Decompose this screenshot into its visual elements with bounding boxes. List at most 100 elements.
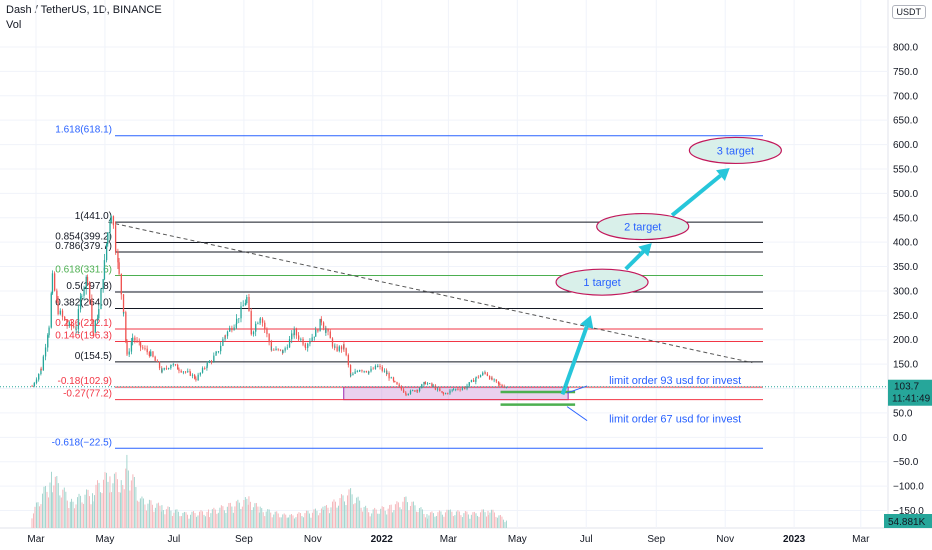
candle-body — [128, 351, 130, 355]
volume-bar — [480, 512, 482, 528]
limit-order-pointer — [566, 406, 588, 422]
candle-body — [407, 393, 409, 395]
candle-body — [51, 273, 54, 294]
candle-body — [132, 337, 134, 342]
volume-bar — [174, 509, 176, 528]
candle-body — [146, 348, 148, 353]
candle-body — [81, 295, 83, 297]
candle-body — [300, 338, 302, 340]
candle-body — [347, 355, 350, 366]
candle-body — [398, 384, 400, 387]
limit-order-label: limit order 93 usd for invest — [609, 375, 741, 387]
volume-bar — [316, 510, 318, 528]
candle-body — [75, 329, 77, 331]
volume-bar — [72, 501, 74, 528]
candle-body — [152, 351, 154, 357]
volume-bar — [248, 496, 250, 528]
volume-bar — [217, 512, 219, 528]
time-tick-label: Jul — [580, 534, 593, 545]
volume-bar — [455, 511, 457, 528]
time-tick-label: Nov — [304, 534, 322, 545]
volume-bar — [420, 507, 422, 528]
volume-indicator-label[interactable]: Vol — [6, 19, 22, 31]
candle-body — [255, 323, 257, 332]
volume-bar — [112, 483, 114, 528]
candle-body — [235, 318, 238, 324]
volume-bar — [165, 509, 167, 528]
candle-body — [250, 311, 252, 331]
volume-bar — [173, 512, 175, 528]
price-tick-label: 550.0 — [893, 164, 918, 175]
volume-bar — [123, 489, 125, 528]
volume-bar — [372, 509, 374, 528]
volume-bar — [390, 504, 392, 528]
volume-bar — [310, 517, 312, 528]
candle-body — [505, 387, 508, 388]
volume-bar — [240, 508, 242, 528]
volume-bar — [387, 508, 389, 528]
time-tick-label: Jul — [167, 534, 180, 545]
volume-bar — [80, 495, 82, 528]
volume-bar — [232, 512, 234, 528]
volume-bar — [458, 511, 460, 528]
candle-body — [282, 350, 284, 354]
candle-body — [370, 368, 372, 372]
volume-bar — [336, 507, 338, 528]
candle-body — [336, 346, 338, 351]
volume-bar — [504, 522, 506, 528]
candle-body — [479, 375, 482, 378]
volume-bar — [337, 505, 339, 528]
candle-body — [264, 322, 266, 329]
volume-bar — [120, 480, 122, 528]
volume-bar — [51, 492, 53, 528]
candle-body — [47, 335, 49, 348]
volume-bar — [219, 507, 221, 528]
candle-body — [68, 322, 71, 326]
volume-bar — [119, 492, 121, 528]
volume-bar — [109, 476, 111, 528]
volume-bar — [298, 512, 300, 528]
volume-bar — [469, 518, 471, 528]
candle-body — [244, 303, 247, 306]
target-ellipse — [596, 212, 690, 241]
candle-body — [394, 380, 396, 383]
candle-body — [73, 326, 75, 328]
volume-bar — [449, 509, 451, 528]
volume-bar — [417, 512, 419, 528]
candle-body — [38, 374, 40, 380]
candle-body — [174, 364, 177, 366]
price-tick-label: 150.0 — [893, 360, 918, 371]
volume-bar — [150, 500, 152, 528]
candle-body — [215, 352, 217, 353]
volume-bar — [457, 510, 459, 528]
volume-bar — [38, 506, 40, 528]
candle-body — [368, 371, 370, 374]
price-badges: 103.711:41:49 54.881K — [0, 379, 932, 528]
target-label: 2 target — [624, 222, 661, 234]
candle-body — [444, 393, 447, 395]
currency-button[interactable]: USDT — [891, 5, 926, 19]
price-tick-label: −100.0 — [893, 482, 924, 493]
candle-body — [204, 368, 206, 369]
candle-body — [61, 310, 64, 317]
volume-bar — [418, 508, 420, 528]
volume-bar — [477, 515, 479, 528]
volume-bar — [334, 501, 336, 528]
resistance-trendline — [108, 221, 753, 364]
target-arrow-head — [716, 167, 730, 182]
volume-bar — [307, 510, 309, 528]
candle-body — [217, 351, 220, 353]
time-tick-label: May — [95, 534, 114, 545]
candle-body — [302, 338, 304, 345]
candle-body — [187, 371, 189, 372]
volume-bar — [141, 496, 143, 528]
candle-body — [461, 388, 464, 390]
volume-bar — [397, 502, 399, 528]
volume-bar — [363, 507, 365, 528]
volume-bar — [383, 506, 385, 528]
candle-body — [343, 344, 345, 349]
target-ellipse — [555, 268, 649, 296]
candle-body — [345, 348, 347, 356]
candle-body — [377, 365, 379, 367]
